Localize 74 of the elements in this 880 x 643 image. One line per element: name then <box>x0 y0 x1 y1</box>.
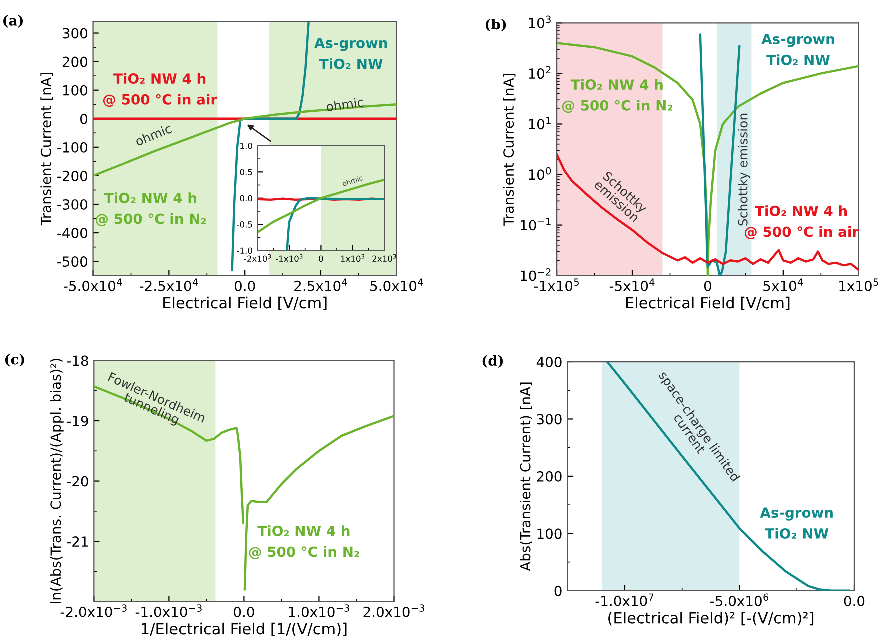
annotation: ohmic <box>326 97 364 112</box>
x-tick-label: -1.0x10$^{−3}$ <box>136 604 202 618</box>
chart-title: (b) <box>486 18 506 32</box>
y-tick-label: 200 <box>537 471 562 482</box>
y-tick-label: -500 <box>58 256 88 268</box>
x-tick-label: 2.5x10$^{4}$ <box>294 278 348 292</box>
series-label: As-grown TiO₂ NW <box>314 38 388 70</box>
x-tick-label: 5.0x10$^{4}$ <box>370 278 424 292</box>
y-tick-label: 0 <box>80 114 88 124</box>
y-tick-label: 200 <box>62 56 88 68</box>
series-label: TiO₂ NW 4 h @ 500 °C in air <box>103 73 218 108</box>
chart-title: (a) <box>4 15 24 28</box>
x-tick-label: -1.0x10$^{7}$ <box>596 594 654 606</box>
y-tick-label: 300 <box>537 414 562 425</box>
series-label: TiO₂ NW 4 h @ 500 °C in N₂ <box>96 192 206 226</box>
x-tick-label: -5.0x10$^{4}$ <box>64 278 122 292</box>
y-axis-title: Transient Current [nA] <box>40 73 54 226</box>
x-tick-label: 5x10$^{4}$ <box>764 278 804 292</box>
y-tick-label: 1.0 <box>240 142 252 150</box>
line-series <box>231 22 310 272</box>
y-tick-label: 100 <box>63 85 88 96</box>
x-tick-label: 0 <box>704 280 712 292</box>
chart-title: (d) <box>482 355 504 368</box>
line-series <box>606 362 851 591</box>
x-tick-label: -5.0x10$^{6}$ <box>710 594 769 606</box>
x-tick-label: -2.5x10$^{4}$ <box>140 278 198 292</box>
x-axis-title: Electrical Field [V/cm] <box>164 296 327 311</box>
y-tick-label: 300 <box>62 28 88 39</box>
y-tick-label: 0.5 <box>240 169 252 176</box>
y-tick-label: 10$^{2}$ <box>529 66 551 80</box>
y-tick-label: 400 <box>536 356 562 368</box>
y-tick-label: -1.0 <box>237 248 252 254</box>
x-tick-label: 0 <box>319 256 324 262</box>
y-tick-label: -19 <box>67 416 88 426</box>
y-tick-label: -300 <box>58 199 88 210</box>
y-tick-label: -400 <box>58 228 88 239</box>
y-axis-title: Abs(Transient Current) [nA] <box>520 382 532 572</box>
x-tick-label: -1x10$^{3}$ <box>276 254 303 262</box>
x-axis-title: Electrical Field [V/cm] <box>626 296 790 311</box>
y-tick-label: 10$^{3}$ <box>529 16 551 29</box>
y-tick-label: 0.0 <box>240 195 252 202</box>
series-label: As-grown TiO₂ NW <box>762 34 834 66</box>
series-label: TiO₂ NW 4 h @ 500 °C in N₂ <box>249 526 360 560</box>
annotation: ohmic <box>134 124 172 146</box>
x-tick-label: -2.0x10$^{−3}$ <box>60 604 127 618</box>
x-tick-label: 2x10$^{3}$ <box>372 254 396 262</box>
x-axis-title: 1/Electrical Field [1/(V/cm)] <box>142 622 347 637</box>
x-axis-title: (Electrical Field)² [-(V/cm)²] <box>608 612 814 626</box>
y-tick-label: -18 <box>67 356 88 366</box>
y-tick-label: -21 <box>67 536 88 547</box>
y-tick-label: 10$^{1}$ <box>529 117 551 130</box>
y-tick-label: 10$^{−1}$ <box>521 218 551 231</box>
y-tick-label: -0.5 <box>237 222 252 228</box>
y-axis-title: ln(Abs(Trans. Current)/(Appl. bias)²) <box>50 359 64 604</box>
y-axis-title: Transient Current [nA] <box>503 74 516 226</box>
x-tick-label: 1.0x10$^{−3}$ <box>289 604 350 618</box>
y-tick-label: 100 <box>538 528 562 540</box>
x-tick-label: -5x10$^{4}$ <box>610 278 655 292</box>
x-tick-label: -2x10$^{3}$ <box>244 254 272 262</box>
x-tick-label: 0.0 <box>844 596 865 607</box>
y-tick-label: -200 <box>58 170 88 182</box>
chart-title: (c) <box>5 354 24 367</box>
y-tick-label: -20 <box>67 476 88 487</box>
y-tick-label: 10$^{0}$ <box>529 167 552 180</box>
line-series <box>258 178 385 234</box>
series-label: As-grown TiO₂ NW <box>760 508 833 539</box>
x-tick-label: 2.0x10$^{−3}$ <box>364 604 424 618</box>
series-label: TiO₂ NW 4 h @ 500 °C in N₂ <box>562 79 672 114</box>
x-tick-label: 1x10$^{5}$ <box>840 278 878 292</box>
line-series <box>286 197 385 251</box>
y-tick-label: -100 <box>58 142 88 153</box>
y-tick-label: 0 <box>554 586 562 596</box>
y-tick-label: 10$^{−2}$ <box>521 268 551 282</box>
x-tick-label: 1x10$^{3}$ <box>341 254 365 262</box>
